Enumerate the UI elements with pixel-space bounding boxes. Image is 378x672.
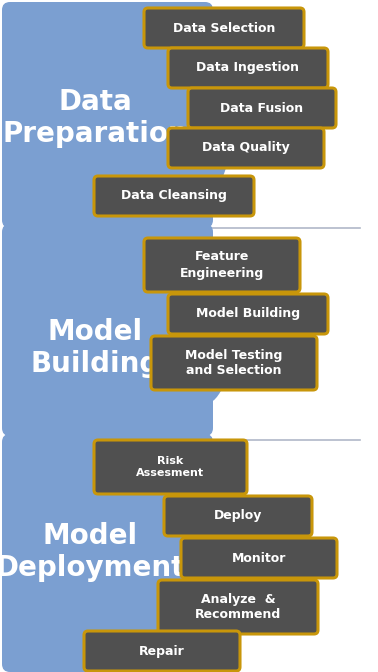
Text: Model Testing
and Selection: Model Testing and Selection [185,349,283,378]
FancyBboxPatch shape [151,336,317,390]
Text: Data Selection: Data Selection [173,22,275,34]
FancyBboxPatch shape [94,176,254,216]
FancyBboxPatch shape [84,631,240,671]
Text: Risk
Assesment: Risk Assesment [136,456,204,478]
Text: Data Quality: Data Quality [202,142,290,155]
Text: Data Cleansing: Data Cleansing [121,190,227,202]
Text: Model
Building: Model Building [30,318,160,378]
FancyBboxPatch shape [2,2,213,228]
FancyBboxPatch shape [168,128,324,168]
Text: Deploy: Deploy [214,509,262,523]
Text: Monitor: Monitor [232,552,286,564]
Text: Repair: Repair [139,644,185,657]
FancyBboxPatch shape [181,538,337,578]
FancyBboxPatch shape [168,294,328,334]
Text: Data Ingestion: Data Ingestion [197,62,299,75]
FancyBboxPatch shape [144,8,304,48]
FancyBboxPatch shape [2,434,213,672]
FancyBboxPatch shape [94,440,247,494]
FancyBboxPatch shape [188,88,336,128]
Text: Model
Deployment: Model Deployment [0,521,185,582]
Text: Data
Preparation: Data Preparation [2,88,188,149]
Text: Data Fusion: Data Fusion [220,101,304,114]
FancyBboxPatch shape [144,238,300,292]
Ellipse shape [177,256,233,404]
Ellipse shape [177,469,233,637]
FancyBboxPatch shape [168,48,328,88]
FancyBboxPatch shape [164,496,312,536]
FancyBboxPatch shape [158,580,318,634]
Text: Model Building: Model Building [196,308,300,321]
FancyBboxPatch shape [2,224,213,436]
Text: Analyze  &
Recommend: Analyze & Recommend [195,593,281,622]
Text: Feature
Engineering: Feature Engineering [180,251,264,280]
Ellipse shape [177,35,233,195]
